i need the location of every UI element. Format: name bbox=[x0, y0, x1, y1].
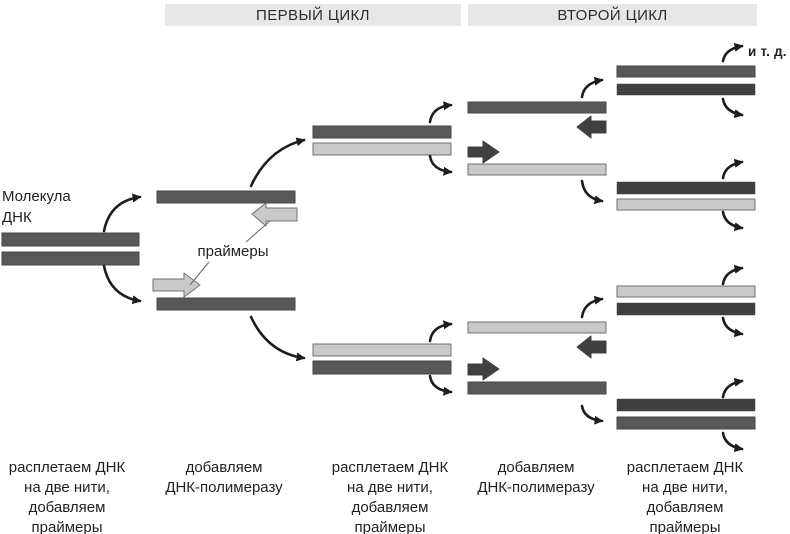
primer-layer bbox=[152, 115, 607, 381]
arrow-pair-4-split-down bbox=[721, 431, 744, 453]
cycle2-primer-3-icon bbox=[576, 335, 607, 359]
arrow-template-c-to-pair-3 bbox=[580, 295, 604, 319]
cycle2-primer-2-icon bbox=[467, 140, 500, 164]
cycle1-header: ПЕРВЫЙ ЦИКЛ bbox=[165, 4, 461, 26]
arrow-pair-2-split-up bbox=[721, 158, 744, 180]
arrow-pair-b-split-down bbox=[428, 374, 453, 396]
dna-strand-cycle2-template-d bbox=[467, 381, 607, 395]
etc-label: и т. д. bbox=[748, 44, 787, 59]
arrow-molecule-split-up bbox=[102, 193, 142, 233]
dna-strand-pair-3-top bbox=[616, 285, 756, 298]
molecule-dna-label: Молекула ДНК bbox=[2, 188, 71, 226]
dna-strand-pair-b-top bbox=[312, 343, 452, 357]
arrow-pair-b-split-up bbox=[428, 320, 453, 343]
cycle2-header: ВТОРОЙ ЦИКЛ bbox=[468, 4, 757, 26]
step-label-unwind-1: расплетаем ДНК на две нити, добавляем пр… bbox=[8, 459, 126, 534]
dna-strand-pair-b-bottom bbox=[312, 360, 452, 375]
step-label-unwind-3: расплетаем ДНК на две нити, добавляем пр… bbox=[626, 459, 744, 534]
arrow-pair-1-to-etc bbox=[721, 42, 744, 63]
dna-strand-cycle2-template-b bbox=[467, 163, 607, 176]
primers-label: праймеры bbox=[197, 243, 269, 260]
dna-strand-pair-4-top bbox=[616, 398, 756, 412]
arrow-pair-1-split-down bbox=[721, 97, 744, 119]
dna-strand-pair-3-bottom bbox=[616, 302, 756, 316]
arrow-layer bbox=[102, 42, 744, 453]
dna-strand-pair-1-bottom bbox=[616, 83, 756, 96]
dna-strand-cycle2-template-c bbox=[467, 321, 607, 334]
dna-strand-pair-2-top bbox=[616, 181, 756, 195]
arrow-template-b-to-pair-2 bbox=[580, 179, 604, 205]
dna-strand-pair-2-bottom bbox=[616, 198, 756, 211]
dna-strand-pair-1-top bbox=[616, 65, 756, 78]
arrow-molecule-split-down bbox=[102, 264, 142, 305]
arrow-strand-top-to-pair-a bbox=[249, 137, 306, 188]
arrow-pair-3-split-down bbox=[721, 316, 744, 338]
primers-leader-top bbox=[245, 220, 271, 243]
cycle2-primer-4-icon bbox=[467, 357, 500, 381]
step-label-unwind-2: расплетаем ДНК на две нити, добавляем пр… bbox=[331, 459, 449, 534]
arrow-pair-2-split-down bbox=[721, 210, 744, 232]
arrow-pair-3-split-up bbox=[721, 264, 744, 286]
dna-strand-pair-a-bottom bbox=[312, 142, 452, 156]
dna-strand-molecule-strand-2 bbox=[1, 251, 140, 266]
primers-leader-bottom bbox=[189, 261, 210, 286]
arrow-strand-bottom-to-pair-b bbox=[249, 315, 306, 362]
arrow-pair-4-split-up bbox=[721, 377, 744, 399]
step-label-polymerase-2: добавляем ДНК-полимеразу bbox=[477, 459, 595, 496]
dna-strand-cycle2-template-a bbox=[467, 101, 607, 114]
cycle2-primer-1-icon bbox=[576, 115, 607, 139]
dna-strand-cycle1-template-bottom bbox=[156, 297, 296, 311]
dna-strand-pair-a-top bbox=[312, 125, 452, 139]
dna-strand-cycle1-template-top bbox=[156, 190, 296, 204]
arrow-pair-a-split-up bbox=[428, 101, 453, 124]
arrow-template-d-to-pair-4 bbox=[580, 404, 604, 425]
cycle1-bottom-primer-icon bbox=[152, 272, 201, 298]
dna-strand-molecule-strand-1 bbox=[1, 232, 140, 247]
step-label-polymerase-1: добавляем ДНК-полимеразу bbox=[165, 459, 283, 496]
arrow-pair-a-split-down bbox=[428, 154, 453, 176]
cycle1-top-primer-icon bbox=[251, 202, 298, 227]
leader-line-layer bbox=[189, 220, 271, 286]
arrow-template-a-to-pair-1 bbox=[580, 76, 604, 99]
dna-strand-pair-4-bottom bbox=[616, 416, 756, 430]
strand-layer bbox=[1, 65, 756, 430]
